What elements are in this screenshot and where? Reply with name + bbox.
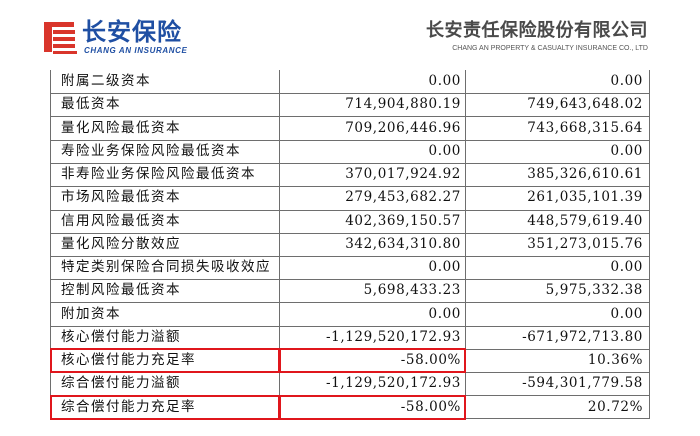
table-row: 附加资本 0.00 0.00 — [50, 303, 650, 326]
table-row: 信用风险最低资本 402,369,150.57 448,579,619.40 — [50, 210, 650, 233]
table-row: 综合偿付能力溢额 -1,129,520,172.93 -594,301,779.… — [50, 372, 650, 395]
row-label: 综合偿付能力溢额 — [61, 375, 181, 392]
table-row: 综合偿付能力充足率 -58.00% 20.72% — [50, 396, 650, 419]
row-label: 非寿险业务保险风险最低资本 — [61, 166, 256, 182]
previous-value: -671,972,713.80 — [522, 328, 643, 345]
current-value: 0.00 — [428, 73, 461, 89]
current-value: 370,017,924.92 — [345, 166, 461, 182]
row-label: 信用风险最低资本 — [61, 212, 181, 229]
previous-value: 743,668,315.64 — [527, 119, 643, 136]
company-name-en: CHANG AN PROPERTY & CASUALTY INSURANCE C… — [452, 45, 648, 52]
current-value: -58.00% — [400, 352, 461, 368]
row-label: 核心偿付能力充足率 — [61, 352, 196, 368]
previous-value: 351,273,015.76 — [527, 235, 643, 252]
row-label: 附加资本 — [61, 305, 121, 322]
chang-an-logo: 长安保险 CHANG AN INSURANCE — [44, 18, 204, 58]
row-label: 最低资本 — [61, 96, 121, 113]
current-value: 5,698,433.23 — [363, 282, 461, 299]
company-block: 长安责任保险股份有限公司 CHANG AN PROPERTY & CASUALT… — [426, 20, 648, 52]
row-label: 核心偿付能力溢额 — [61, 328, 181, 345]
previous-value: -594,301,779.58 — [522, 375, 643, 392]
previous-value: 5,975,332.38 — [545, 282, 643, 299]
table-row: 控制风险最低资本 5,698,433.23 5,975,332.38 — [50, 279, 650, 302]
current-value: 709,206,446.96 — [345, 119, 461, 136]
row-label: 附属二级资本 — [61, 73, 151, 89]
current-value: 342,634,310.80 — [345, 235, 461, 252]
row-label: 量化风险分散效应 — [61, 235, 181, 252]
logo-subtitle: CHANG AN INSURANCE — [84, 46, 188, 55]
previous-value: 20.72% — [587, 398, 643, 415]
row-label: 量化风险最低资本 — [61, 119, 181, 136]
row-label: 市场风险最低资本 — [61, 189, 181, 206]
table-body: 附属二级资本 0.00 0.00 最低资本 714,904,880.19 749… — [50, 70, 650, 419]
table-row: 市场风险最低资本 279,453,682.27 261,035,101.39 — [50, 186, 650, 209]
previous-value: 0.00 — [610, 142, 643, 159]
table-row: 特定类别保险合同损失吸收效应 0.00 0.00 — [50, 256, 650, 279]
current-value: 279,453,682.27 — [345, 189, 461, 206]
current-value: 0.00 — [428, 305, 461, 322]
table-row: 核心偿付能力溢额 -1,129,520,172.93 -671,972,713.… — [50, 326, 650, 349]
table-row: 寿险业务保险风险最低资本 0.00 0.00 — [50, 140, 650, 163]
table-row: 核心偿付能力充足率 -58.00% 10.36% — [50, 349, 650, 372]
previous-value: 0.00 — [610, 73, 643, 89]
table-row: 最低资本 714,904,880.19 749,643,648.02 — [50, 93, 650, 116]
current-value: -1,129,520,172.93 — [326, 375, 461, 392]
previous-value: 385,326,610.61 — [527, 166, 643, 182]
logo-text: 长安保险 — [82, 18, 182, 46]
current-value: 402,369,150.57 — [345, 212, 461, 229]
row-label: 控制风险最低资本 — [61, 282, 181, 299]
current-value: 714,904,880.19 — [345, 96, 461, 113]
report-header: 长安保险 CHANG AN INSURANCE 长安责任保险股份有限公司 CHA… — [0, 0, 700, 70]
previous-value: 448,579,619.40 — [527, 212, 643, 229]
table-row: 量化风险分散效应 342,634,310.80 351,273,015.76 — [50, 233, 650, 256]
current-value: -58.00% — [400, 398, 461, 415]
previous-value: 261,035,101.39 — [527, 189, 643, 206]
table-row: 非寿险业务保险风险最低资本 370,017,924.92 385,326,610… — [50, 163, 650, 186]
table-row: 附属二级资本 0.00 0.00 — [50, 70, 650, 93]
chang-an-logo-icon — [44, 22, 77, 54]
table-row: 量化风险最低资本 709,206,446.96 743,668,315.64 — [50, 117, 650, 140]
previous-value: 0.00 — [610, 305, 643, 322]
previous-value: 0.00 — [610, 259, 643, 275]
current-value: 0.00 — [428, 259, 461, 275]
solvency-table: 附属二级资本 0.00 0.00 最低资本 714,904,880.19 749… — [50, 70, 650, 422]
current-value: 0.00 — [428, 142, 461, 159]
current-value: -1,129,520,172.93 — [326, 328, 461, 345]
row-label: 寿险业务保险风险最低资本 — [61, 142, 241, 159]
company-name: 长安责任保险股份有限公司 — [426, 20, 648, 41]
previous-value: 749,643,648.02 — [527, 96, 643, 113]
row-label: 综合偿付能力充足率 — [61, 398, 196, 415]
previous-value: 10.36% — [587, 352, 643, 368]
row-label: 特定类别保险合同损失吸收效应 — [61, 259, 271, 275]
